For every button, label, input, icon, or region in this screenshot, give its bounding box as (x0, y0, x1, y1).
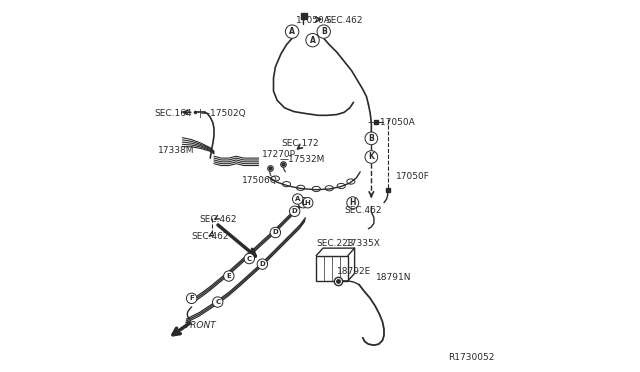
Circle shape (306, 33, 319, 47)
Text: 18792E: 18792E (337, 267, 371, 276)
Circle shape (298, 198, 308, 208)
Text: H: H (305, 200, 310, 206)
Text: 17506Q: 17506Q (242, 176, 278, 185)
Text: A: A (289, 27, 295, 36)
Text: R1730052: R1730052 (449, 353, 495, 362)
Text: A: A (310, 36, 316, 45)
Text: D: D (292, 208, 298, 214)
Circle shape (257, 259, 268, 269)
Text: 18791N: 18791N (376, 273, 412, 282)
Circle shape (285, 25, 299, 38)
Text: SEC.462: SEC.462 (344, 206, 381, 215)
Circle shape (223, 271, 234, 281)
Text: —17532M: —17532M (279, 155, 324, 164)
Text: FRONT: FRONT (186, 321, 217, 330)
Text: C: C (215, 299, 220, 305)
Text: D: D (259, 261, 265, 267)
Text: 17338M: 17338M (158, 146, 195, 155)
Text: C: C (247, 256, 252, 262)
Text: L: L (301, 200, 305, 206)
Circle shape (289, 206, 300, 217)
Text: K: K (369, 153, 374, 161)
Text: 17050F: 17050F (396, 172, 430, 181)
Text: SEC.223: SEC.223 (316, 239, 354, 248)
Text: B: B (369, 134, 374, 143)
Circle shape (365, 151, 378, 163)
Text: SEC.172: SEC.172 (281, 139, 319, 148)
Text: E: E (227, 273, 231, 279)
Text: 17270P: 17270P (262, 150, 296, 159)
Text: |—17502Q: |—17502Q (199, 109, 247, 118)
Circle shape (270, 227, 280, 238)
Text: SEC.462: SEC.462 (191, 232, 229, 241)
Text: SEC.462: SEC.462 (326, 16, 363, 25)
Circle shape (212, 297, 223, 307)
Circle shape (317, 25, 330, 38)
Text: 17335X: 17335X (346, 239, 381, 248)
Circle shape (186, 293, 197, 304)
Circle shape (365, 132, 378, 145)
Text: — 17050A: — 17050A (369, 118, 415, 127)
Text: D: D (273, 230, 278, 235)
Text: H: H (349, 198, 356, 207)
Circle shape (347, 197, 358, 209)
Text: SEC.462: SEC.462 (199, 215, 237, 224)
Text: A: A (295, 196, 300, 202)
Text: B: B (321, 27, 326, 36)
Text: SEC.164: SEC.164 (154, 109, 192, 118)
Circle shape (292, 194, 303, 204)
Text: 17050A: 17050A (296, 16, 331, 25)
Circle shape (303, 198, 313, 208)
Text: F: F (189, 295, 194, 301)
Circle shape (244, 253, 255, 264)
Bar (316, 256, 348, 281)
